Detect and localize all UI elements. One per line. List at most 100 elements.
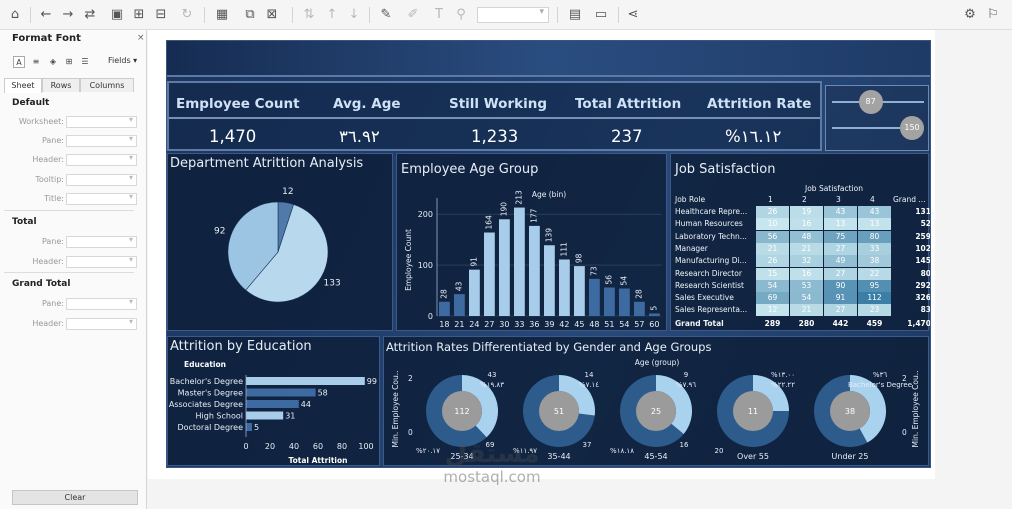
font-format-icon[interactable]: A xyxy=(13,56,25,68)
show-cards-icon[interactable]: ▤ xyxy=(568,7,582,22)
slider-handle[interactable]: 87 xyxy=(858,90,883,114)
column-group-header: Job Satisfaction xyxy=(805,184,863,193)
tab-rows[interactable]: Rows xyxy=(42,78,80,92)
refresh-icon[interactable]: ↻ xyxy=(181,7,193,22)
sort-ascending-icon[interactable]: ↑ xyxy=(326,7,338,22)
age-bar xyxy=(454,294,465,316)
tab-sheet[interactable]: Sheet xyxy=(4,78,42,93)
age-bar xyxy=(544,245,555,316)
field-label: Pane: xyxy=(41,237,64,246)
donut-center xyxy=(442,391,482,431)
grand-total-cell: 280 xyxy=(798,318,815,328)
job-role-label: Sales Executive xyxy=(675,293,734,303)
heatmap-cell: 91 xyxy=(824,292,857,305)
donut-center xyxy=(733,391,773,431)
gear-icon[interactable]: ⚙ xyxy=(964,7,976,22)
new-sheet-icon[interactable]: ⊞ xyxy=(133,7,145,22)
borders-format-icon[interactable]: ⊞ xyxy=(65,57,73,66)
y-axis-title: Min. Employee Cou.. xyxy=(911,371,920,448)
category-label: Associates Degree xyxy=(169,400,243,409)
fit-dropdown[interactable] xyxy=(477,7,549,23)
bar-value-label: 164 xyxy=(484,215,493,230)
header-font-select[interactable] xyxy=(66,153,137,166)
group-icon[interactable]: ✐ xyxy=(407,7,419,22)
bar-value-label: 54 xyxy=(619,276,628,286)
clear-sheet-icon[interactable]: ⊠ xyxy=(266,7,278,22)
row-total: 259 xyxy=(915,231,931,241)
worksheet-font-select[interactable] xyxy=(66,115,137,128)
pane-font-select[interactable] xyxy=(66,134,137,147)
grand-total-label: Grand Total xyxy=(675,318,724,328)
tab-columns[interactable]: Columns xyxy=(80,78,134,92)
donut-segment xyxy=(656,375,692,434)
pin-right-icon[interactable]: ⚐ xyxy=(987,7,999,22)
home-icon[interactable]: ⌂ xyxy=(10,7,20,22)
undo-icon[interactable]: ← xyxy=(40,7,52,22)
heatmap-cell: 53 xyxy=(790,279,823,292)
heatmap-cell: 13 xyxy=(858,218,891,231)
age-bar xyxy=(484,232,495,316)
chart-type-icon[interactable]: ▦ xyxy=(215,7,229,22)
donut-center-label: 51 xyxy=(554,407,564,416)
close-icon[interactable]: × xyxy=(137,33,145,43)
clear-button[interactable]: Clear xyxy=(12,490,138,505)
data-source-icon[interactable]: ⇄ xyxy=(84,7,96,22)
job-role-label: Research Director xyxy=(675,268,742,278)
donut-center-label: 11 xyxy=(748,407,758,416)
bar-value-label: 111 xyxy=(559,242,568,257)
donut-segment xyxy=(559,375,595,416)
x-tick-label: 36 xyxy=(529,320,539,329)
grand-total-pane-font-select[interactable] xyxy=(66,297,137,310)
kpi-label: Still Working xyxy=(449,96,547,112)
title-font-select[interactable] xyxy=(66,192,137,205)
total-header-font-select[interactable] xyxy=(66,255,137,268)
label-icon[interactable]: T xyxy=(435,7,443,22)
row-total: 145 xyxy=(915,256,931,266)
panel-title: Employee Age Group xyxy=(401,162,539,177)
heatmap-cell: 19 xyxy=(790,206,823,218)
toolbar-separator xyxy=(557,7,558,23)
format-pane: Format Font × A ≡ ◈ ⊞ ☰ Fields ▾ Sheet R… xyxy=(0,30,147,509)
heatmap-cell: 43 xyxy=(824,206,857,218)
bar-value-label: 139 xyxy=(544,228,553,243)
education-bar xyxy=(246,400,299,408)
donut-annotation: 37 xyxy=(583,441,592,449)
duplicate-icon[interactable]: ⧉ xyxy=(245,7,255,22)
pie-slice xyxy=(227,201,279,291)
department-pie-chart: 12 133 92 xyxy=(214,187,341,303)
column-header: Grand ... xyxy=(893,195,926,204)
heatmap-cell: 12 xyxy=(756,304,789,317)
heatmap-cell: 21 xyxy=(790,242,823,255)
lines-format-icon[interactable]: ☰ xyxy=(81,57,89,66)
pie-label: 12 xyxy=(282,187,293,197)
grand-total-cell: 289 xyxy=(764,318,781,328)
presentation-icon[interactable]: ▭ xyxy=(594,7,608,22)
swap-icon[interactable]: ⇅ xyxy=(303,7,315,22)
row-total: 292 xyxy=(915,280,931,290)
slider-handle[interactable]: 150 xyxy=(900,116,924,140)
shading-format-icon[interactable]: ◈ xyxy=(49,57,57,66)
highlight-icon[interactable]: ✎ xyxy=(380,7,392,22)
grand-total-header-font-select[interactable] xyxy=(66,317,137,330)
tooltip-font-select[interactable] xyxy=(66,173,137,186)
share-icon[interactable]: ⋖ xyxy=(627,7,639,22)
align-format-icon[interactable]: ≡ xyxy=(32,57,40,66)
donut-center xyxy=(539,391,579,431)
heatmap-cell: 33 xyxy=(858,242,891,255)
redo-icon[interactable]: → xyxy=(62,7,74,22)
age-bar xyxy=(499,219,510,316)
sort-descending-icon[interactable]: ↓ xyxy=(348,7,360,22)
field-label: Header: xyxy=(32,319,64,328)
pin-icon[interactable]: ⚲ xyxy=(456,7,466,22)
total-pane-font-select[interactable] xyxy=(66,235,137,248)
category-label: Doctoral Degree xyxy=(177,423,243,432)
fields-dropdown[interactable]: Fields ▾ xyxy=(108,56,138,65)
age-bar xyxy=(559,259,570,316)
employee-age-group-panel: Employee Age Group Age (bin) Employee Cou… xyxy=(396,153,667,331)
save-icon[interactable]: ▣ xyxy=(110,7,124,22)
donut-annotation: 43 xyxy=(488,371,497,379)
heatmap-cell: 54 xyxy=(790,292,823,305)
heatmap-cell: 27 xyxy=(824,304,857,317)
heatmap-cell: 43 xyxy=(858,206,891,218)
clear-icon[interactable]: ⊟ xyxy=(155,7,167,22)
